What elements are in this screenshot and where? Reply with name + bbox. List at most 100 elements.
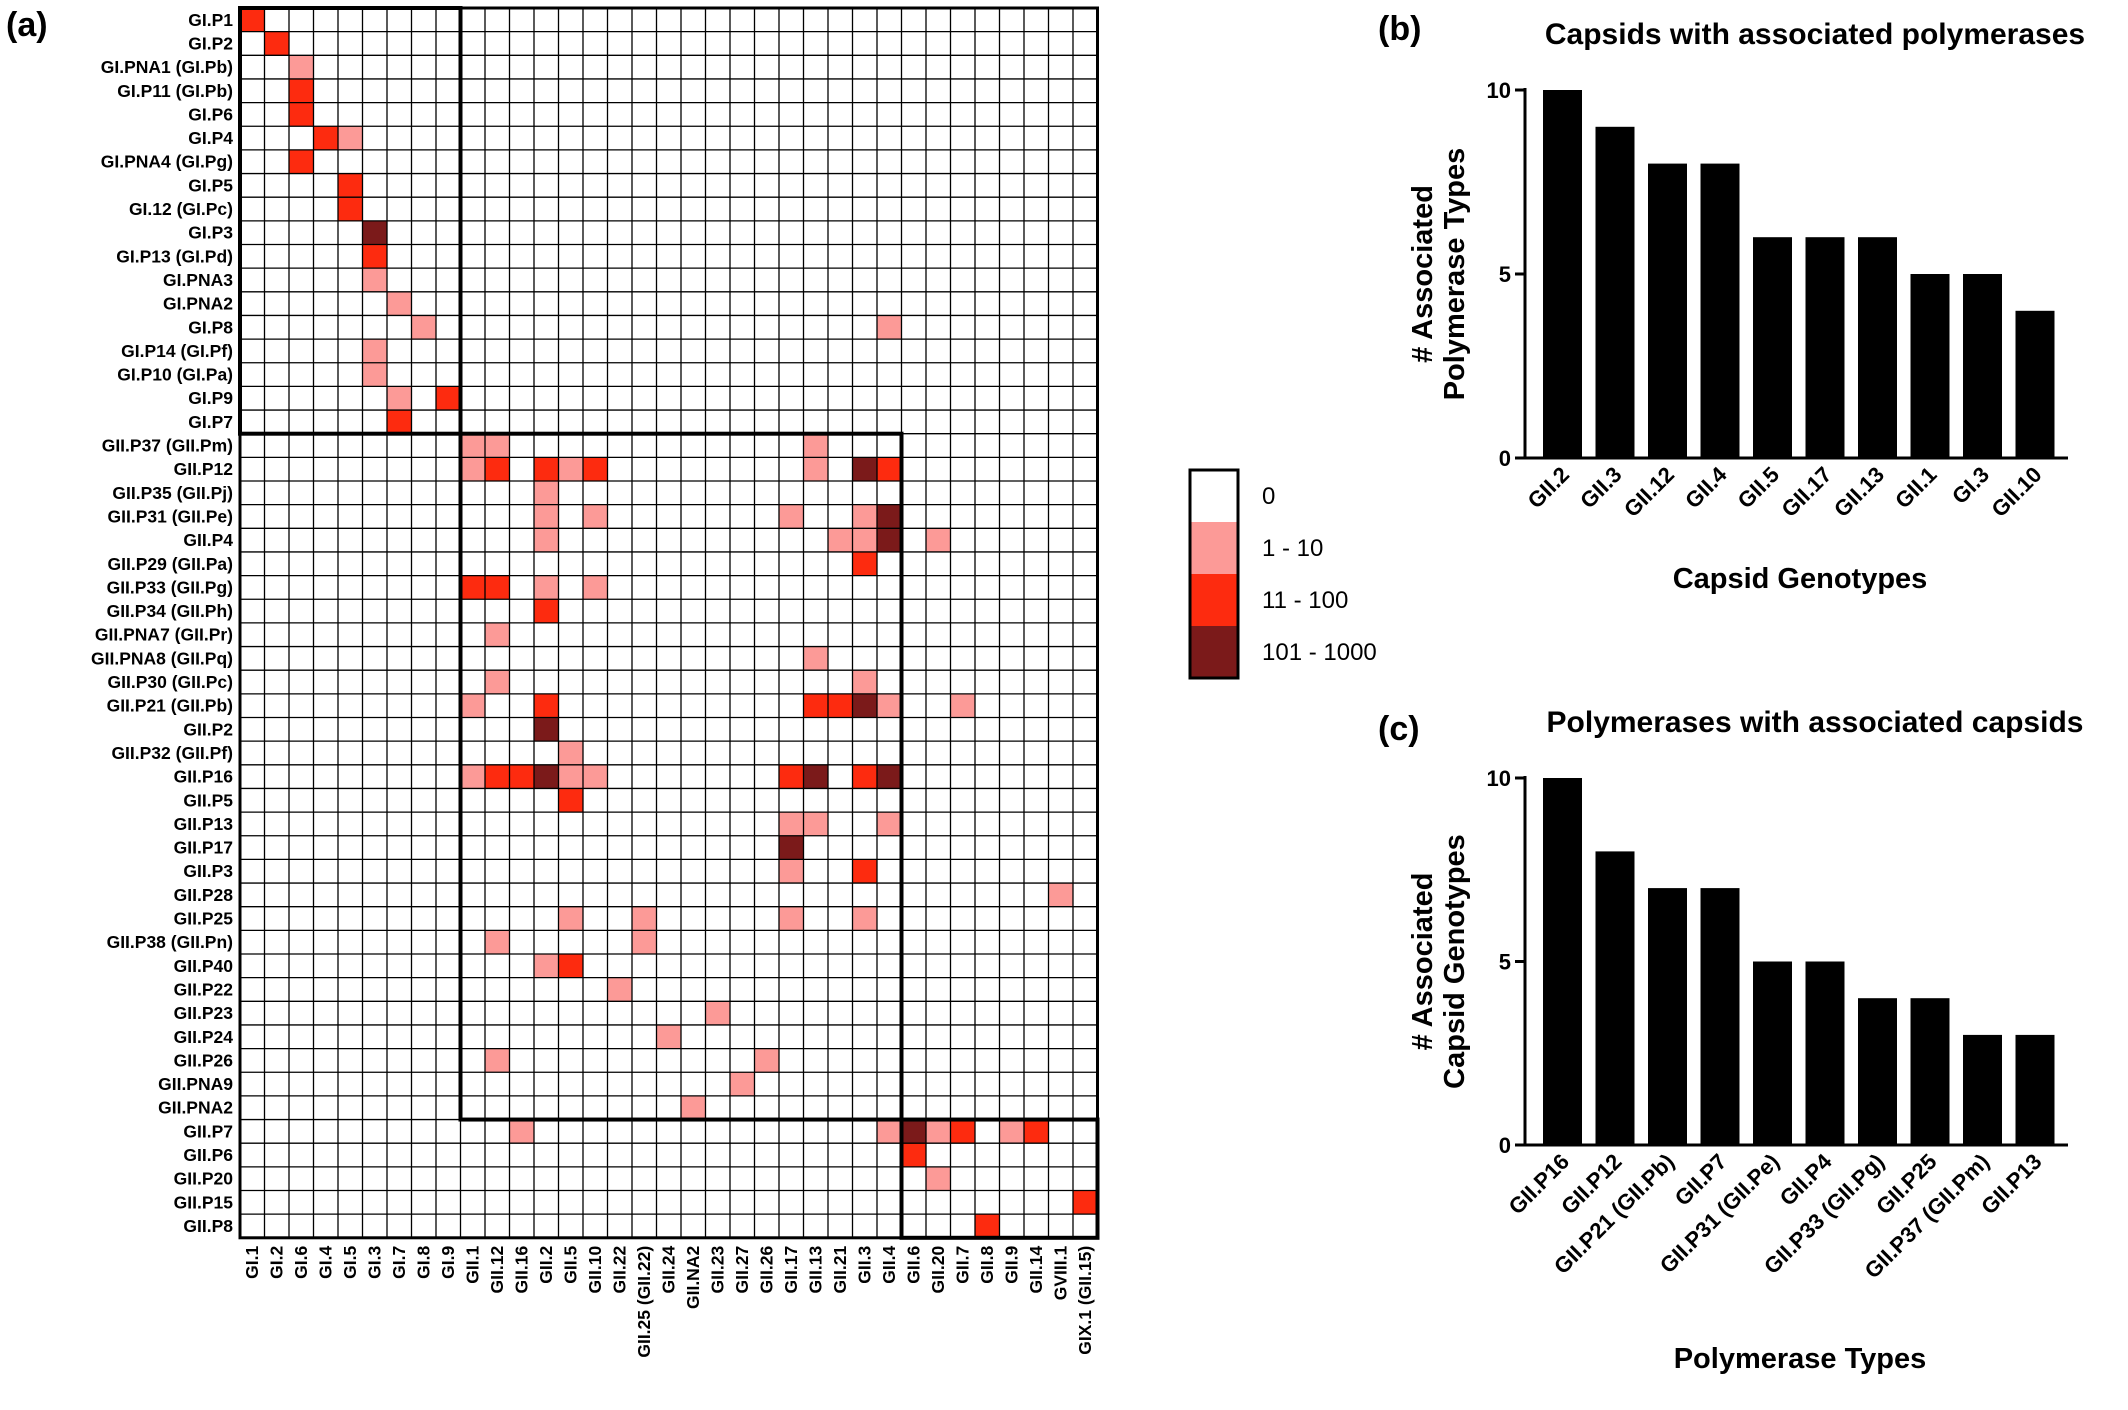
heatmap-cell	[362, 220, 387, 245]
bar	[1805, 961, 1845, 1145]
row-label: GI.P11 (GI.Pb)	[117, 81, 233, 101]
x-tick-label: GII.5	[1733, 462, 1784, 513]
y-tick-label: 0	[1499, 446, 1511, 471]
row-label: GI.P10 (GI.Pa)	[117, 365, 233, 385]
legend-label: 0	[1262, 483, 1275, 510]
column-label: GII.1	[463, 1246, 483, 1284]
heatmap-cell	[1024, 1119, 1049, 1144]
row-label: GII.P7	[183, 1121, 233, 1141]
heatmap-cell	[558, 954, 583, 978]
heatmap-cell	[632, 930, 657, 954]
heatmap-cell	[338, 197, 363, 221]
heatmap-cell	[926, 1166, 951, 1191]
heatmap-cell	[558, 741, 583, 765]
heatmap-cell	[607, 977, 632, 1002]
heatmap-cell	[877, 457, 902, 481]
column-label: GII.4	[879, 1246, 899, 1284]
row-label: GII.P28	[174, 885, 234, 905]
y-tick-label: 10	[1487, 766, 1511, 791]
heatmap-cell	[534, 481, 559, 505]
heatmap-cell	[534, 954, 559, 978]
row-label: GII.P2	[183, 719, 233, 739]
heatmap-cell	[877, 764, 902, 789]
row-label: GII.P37 (GII.Pm)	[102, 436, 233, 456]
heatmap-cell	[338, 126, 363, 150]
y-tick-label: 5	[1499, 262, 1511, 287]
row-label: GII.P35 (GII.Pj)	[112, 483, 233, 503]
row-label: GII.P13	[174, 814, 234, 834]
heatmap-cell	[485, 622, 510, 647]
heatmap-cell	[803, 646, 828, 671]
heatmap-cell	[950, 1119, 975, 1144]
heatmap-cell	[583, 764, 608, 789]
heatmap-cell	[534, 693, 559, 718]
heatmap-cell	[534, 528, 559, 552]
bar	[1543, 90, 1582, 458]
heatmap-cell	[877, 528, 902, 552]
y-axis-title-line: Polymerase Types	[1439, 148, 1471, 401]
panel-label: (c)	[1378, 710, 1420, 748]
heatmap-cell	[362, 362, 387, 387]
row-label: GI.P4	[188, 128, 233, 148]
row-label: GI.12 (GI.Pc)	[129, 199, 233, 219]
row-label: GII.PNA7 (GII.Pr)	[95, 625, 233, 645]
row-label: GII.P15	[174, 1192, 234, 1212]
chart-title: Polymerases with associated capsids	[1547, 706, 2084, 739]
heatmap-cell	[534, 457, 559, 481]
heatmap-cell	[852, 457, 877, 481]
heatmap-cell	[852, 693, 877, 718]
bar	[1700, 163, 1740, 458]
bar	[1753, 237, 1792, 458]
heatmap-cell	[1048, 883, 1073, 907]
column-label: GI.2	[267, 1246, 287, 1279]
legend-label: 11 - 100	[1262, 587, 1348, 614]
x-tick-label: GII.4	[1680, 461, 1732, 513]
heatmap-cell	[436, 386, 461, 411]
heatmap-cell	[754, 1048, 779, 1073]
row-label: GI.PNA3	[163, 270, 233, 290]
heatmap-cell	[852, 504, 877, 529]
heatmap-cell	[852, 528, 877, 552]
heatmap-cell	[534, 575, 559, 600]
column-label: GII.2	[536, 1246, 556, 1284]
heatmap-cell	[681, 1095, 706, 1120]
y-axis-title-line: # Associated	[1407, 185, 1439, 363]
heatmap-cell	[313, 126, 338, 150]
heatmap-cell	[460, 457, 485, 481]
bar	[1858, 998, 1897, 1145]
row-label: GII.P34 (GII.Ph)	[107, 601, 233, 621]
row-label: GII.P33 (GII.Pg)	[107, 577, 233, 597]
column-label: GIX.1 (GII.15)	[1075, 1246, 1095, 1355]
bar	[1910, 998, 1950, 1145]
y-axis-title-line: Capsid Genotypes	[1439, 834, 1471, 1089]
heatmap-cell	[509, 764, 534, 789]
column-label: GII.10	[585, 1246, 605, 1294]
heatmap-cell	[338, 173, 363, 198]
heatmap-cell	[779, 764, 804, 789]
row-label: GII.P23	[174, 1003, 234, 1023]
column-label: GII.17	[781, 1246, 801, 1294]
column-label: GII.5	[561, 1246, 581, 1284]
heatmap-cell	[852, 859, 877, 884]
heatmap-cell	[264, 31, 289, 56]
bar	[1595, 851, 1635, 1145]
heatmap-cell	[289, 78, 314, 103]
heatmap-cell	[828, 528, 853, 552]
column-label: GI.6	[291, 1246, 311, 1279]
heatmap-cell	[485, 575, 510, 600]
heatmap-legend: 0 1 - 10 11 - 100 101 - 1000	[1188, 468, 1377, 680]
heatmap-cell	[779, 812, 804, 836]
bar	[2015, 310, 2055, 458]
row-label: GI.P2	[188, 33, 233, 53]
x-axis-title: Polymerase Types	[1674, 1343, 1927, 1375]
column-label: GII.23	[708, 1246, 728, 1294]
row-label: GI.PNA2	[163, 294, 233, 314]
row-label: GII.PNA8 (GII.Pq)	[91, 648, 233, 668]
y-axis-title: # AssociatedCapsid Genotypes	[1407, 834, 1471, 1089]
heatmap-cell	[877, 315, 902, 340]
heatmap-cell	[485, 930, 510, 954]
heatmap-cell	[583, 457, 608, 481]
panel-label: (a)	[6, 6, 48, 44]
heatmap-cell	[387, 291, 412, 316]
heatmap-cell	[558, 788, 583, 813]
